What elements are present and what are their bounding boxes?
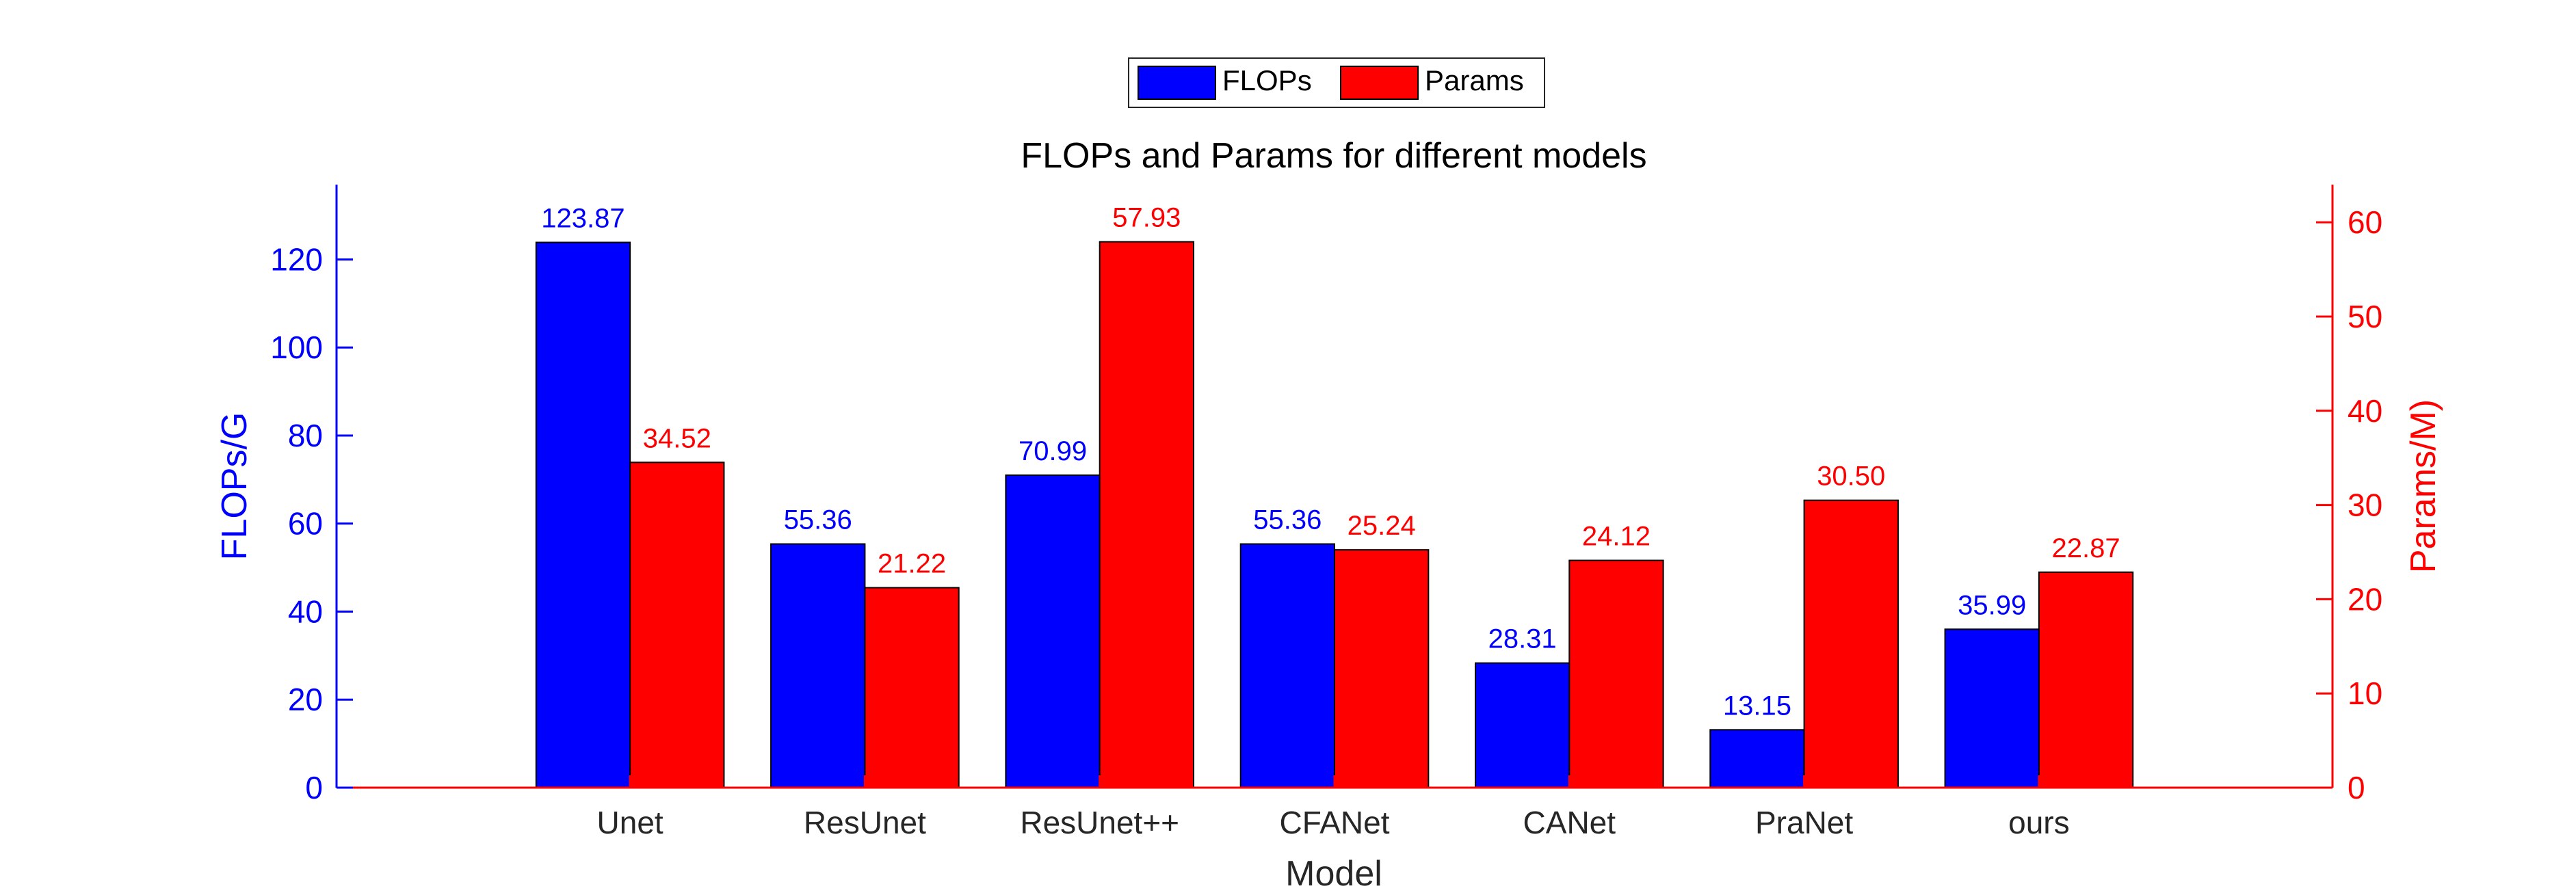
right-tick-label: 50 — [2348, 299, 2382, 334]
data-label-flops-ours: 35.99 — [1958, 590, 2026, 620]
left-tick-label: 0 — [305, 770, 323, 805]
bar-params-canet — [1568, 559, 1664, 788]
bar-flops-resunet — [770, 543, 866, 788]
data-label-flops-pranet: 13.15 — [1723, 691, 1791, 721]
right-axis-ticks: 0 10 20 30 40 50 60 — [2316, 204, 2382, 805]
data-label-params-canet: 24.12 — [1582, 522, 1651, 552]
data-label-flops-canet: 28.31 — [1488, 624, 1557, 654]
x-tick-label: ResUnet — [804, 805, 926, 840]
right-tick-label: 40 — [2348, 393, 2382, 429]
left-tick-label: 80 — [288, 418, 323, 453]
legend-swatch-params — [1340, 66, 1419, 100]
left-tick-label: 20 — [288, 682, 323, 717]
bar-params-pranet — [1803, 499, 1899, 788]
right-tick-label: 10 — [2348, 676, 2382, 711]
bar-params-ours — [2038, 571, 2134, 788]
data-label-params-ours: 22.87 — [2051, 533, 2120, 563]
data-label-params-unet: 34.52 — [643, 423, 711, 453]
y-axis-label-left: FLOPs/G — [215, 412, 254, 561]
legend-swatch-flops — [1138, 66, 1216, 100]
bar-labels: 123.87 34.52 55.36 21.22 70.99 57.93 55.36 25.2… — [541, 203, 2120, 721]
bar-params-unet — [629, 462, 725, 788]
left-tick-label: 120 — [270, 241, 323, 277]
left-tick-label: 100 — [270, 330, 323, 365]
data-label-flops-unet: 123.87 — [541, 204, 625, 234]
right-tick-label: 60 — [2348, 204, 2382, 240]
right-tick-label: 20 — [2348, 581, 2382, 617]
x-axis-label: Model — [1285, 854, 1382, 894]
bar-flops-cfanet — [1239, 543, 1336, 788]
bars — [535, 241, 2134, 789]
bar-flops-unet — [535, 241, 631, 788]
bar-flops-resunet — [1005, 474, 1101, 788]
bar-params-resunet — [864, 587, 960, 788]
left-axis-ticks: 0 20 40 60 80 100 120 — [270, 241, 353, 805]
data-label-params-resunet: 21.22 — [878, 549, 946, 579]
chart-title: FLOPs and Params for different models — [1021, 136, 1646, 176]
x-tick-label: ours — [2008, 805, 2069, 840]
bar-params-resunet — [1099, 241, 1195, 789]
data-label-flops-resunet: 55.36 — [784, 505, 852, 535]
right-tick-label: 0 — [2348, 770, 2365, 805]
left-tick-label: 60 — [288, 506, 323, 542]
data-label-params-resunet: 57.93 — [1112, 203, 1181, 233]
data-label-params-pranet: 30.50 — [1817, 462, 1885, 492]
x-tick-label: ResUnet++ — [1020, 805, 1179, 840]
data-label-flops-resunet: 70.99 — [1018, 436, 1087, 466]
bar-params-cfanet — [1334, 549, 1430, 788]
data-label-params-cfanet: 25.24 — [1348, 511, 1416, 541]
data-label-flops-cfanet: 55.36 — [1253, 505, 1322, 535]
x-tick-label: CFANet — [1279, 805, 1389, 840]
x-axis-ticks: Unet ResUnet ResUnet++ CFANet CANet PraNet our… — [597, 775, 2070, 840]
legend-label-flops: FLOPs — [1222, 64, 1312, 96]
left-tick-label: 40 — [288, 593, 323, 629]
bar-flops-canet — [1474, 662, 1570, 788]
x-tick-label: Unet — [597, 805, 663, 840]
bar-flops-ours — [1944, 628, 2040, 789]
x-tick-label: PraNet — [1755, 805, 1853, 840]
right-tick-label: 30 — [2348, 487, 2382, 523]
bar-flops-pranet — [1709, 729, 1805, 788]
legend-label-params: Params — [1425, 64, 1524, 96]
x-tick-label: CANet — [1523, 805, 1616, 840]
y-axis-label-right: Params/M) — [2404, 399, 2443, 573]
legend: FLOPs Params — [1128, 57, 1545, 108]
